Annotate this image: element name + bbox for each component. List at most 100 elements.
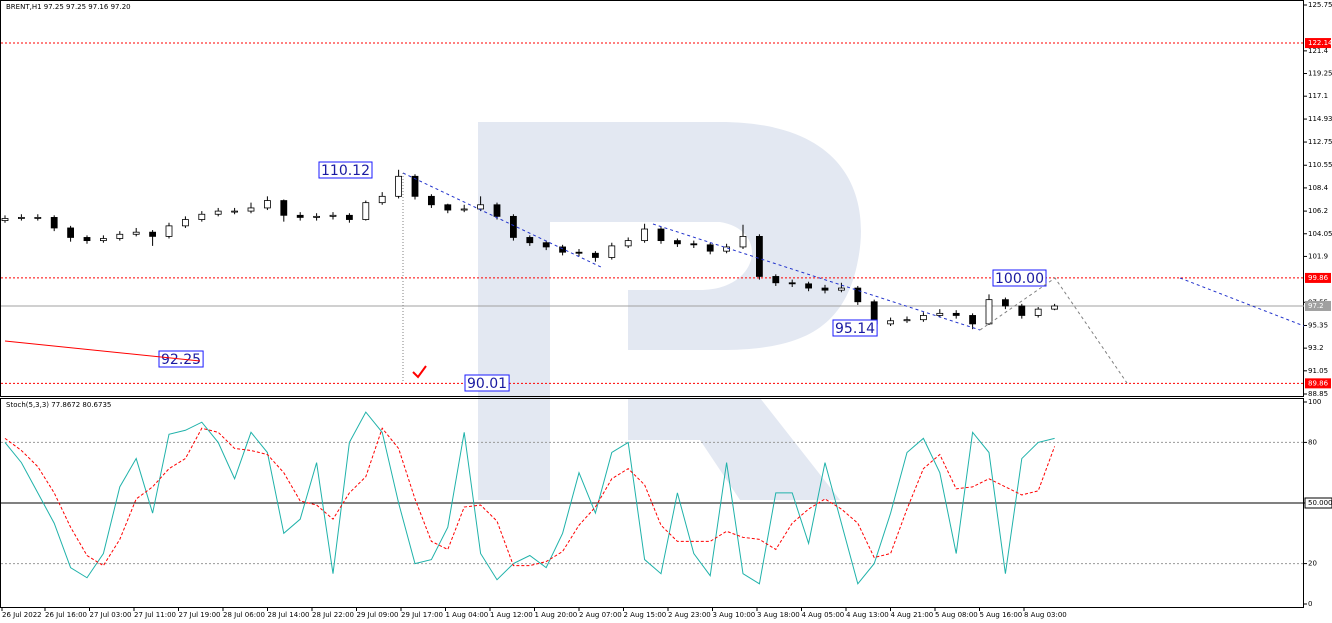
y-tick-label: 121.4 (1308, 47, 1329, 55)
candle-body (526, 237, 534, 244)
candle-body (296, 214, 304, 218)
x-tick-label: 26 Jul 16:00 (45, 611, 87, 619)
candle-body (952, 312, 960, 316)
y-tick-label: 114.93 (1308, 115, 1332, 123)
candle-body (411, 175, 419, 197)
candle-body (1002, 299, 1009, 307)
level-label-box (1305, 272, 1331, 283)
x-tick-label: 1 Aug 12:00 (490, 611, 533, 619)
x-tick-label: 3 Aug 10:00 (713, 611, 756, 619)
x-tick-label: 2 Aug 07:00 (579, 611, 622, 619)
annotation-box (464, 374, 510, 392)
candle-body (887, 320, 894, 325)
x-tick-label: 28 Jul 22:00 (312, 611, 354, 619)
candle-body (395, 175, 403, 197)
level-label-box (1305, 38, 1331, 49)
x-tick-label: 5 Aug 08:00 (935, 611, 978, 619)
candle-body (657, 228, 665, 242)
annotation: 90.01 (467, 376, 507, 392)
level-label-box (1305, 378, 1331, 389)
candle-body (739, 235, 747, 248)
candle-body (427, 195, 435, 206)
y-tick-label: 50.0000 (1308, 499, 1332, 507)
chart-title: BRENT,H1 97.25 97.25 97.16 97.20 (6, 3, 131, 11)
candle-body (231, 210, 239, 213)
annotation: 92.25 (161, 352, 201, 368)
candle-body (460, 208, 468, 211)
candle-body (100, 238, 107, 242)
candle-body (608, 245, 616, 258)
candle-body (477, 204, 485, 210)
y-tick-label: 80 (1308, 438, 1317, 446)
annotation-box (318, 161, 373, 179)
indicator-line (4, 427, 1056, 567)
x-tick-label: 27 Jul 11:00 (134, 611, 176, 619)
y-tick-label: 117.1 (1308, 92, 1328, 100)
candle-body (165, 225, 173, 237)
candle-body (149, 231, 157, 237)
candle-body (378, 195, 386, 204)
candle-body (854, 287, 862, 303)
x-tick-label: 8 Aug 03:00 (1024, 611, 1067, 619)
candle-body (985, 299, 993, 325)
candle-body (575, 251, 583, 254)
candle-body (805, 283, 812, 289)
indicator-line (4, 411, 1055, 585)
candle-body (198, 213, 206, 220)
x-tick-label: 1 Aug 20:00 (535, 611, 578, 619)
candle-body (1, 218, 9, 221)
x-tick-label: 2 Aug 23:00 (668, 611, 711, 619)
annotation: 95.14 (835, 321, 875, 337)
watermark (478, 122, 861, 500)
candle-body (214, 210, 222, 215)
candle-body (772, 276, 780, 284)
candle-body (50, 217, 58, 229)
candle-body (247, 207, 255, 212)
candle-body (592, 252, 599, 258)
x-tick-label: 5 Aug 16:00 (980, 611, 1023, 619)
candle-body (559, 246, 566, 253)
candle-body (690, 243, 698, 246)
tick-label-box (1304, 497, 1332, 509)
candle-body (1034, 308, 1042, 316)
annotation-box (992, 269, 1047, 287)
candle-body (706, 244, 714, 252)
candle-body (17, 217, 25, 219)
candle-body (838, 287, 845, 291)
candle-body (345, 214, 353, 220)
candle-body (674, 240, 681, 245)
x-tick-label: 29 Jul 17:00 (401, 611, 443, 619)
candle-body (920, 315, 927, 321)
y-tick-label: 112.75 (1308, 138, 1332, 146)
y-tick-label: 100 (1308, 398, 1321, 406)
y-tick-label: 93.2 (1308, 344, 1324, 352)
y-tick-label: 110.55 (1308, 161, 1332, 169)
candle-body (821, 287, 829, 291)
candle-body (1018, 305, 1026, 316)
drawings (4, 172, 1305, 384)
candle-body (936, 312, 944, 316)
x-tick-label: 1 Aug 04:00 (446, 611, 489, 619)
x-tick-label: 28 Jul 06:00 (223, 611, 265, 619)
y-tick-label: 0 (1308, 600, 1312, 608)
candle-body (624, 240, 632, 247)
y-tick-label: 95.35 (1308, 321, 1328, 329)
candle-body (969, 315, 976, 325)
candle-body (788, 282, 796, 285)
candle-body (263, 200, 271, 209)
price-frame (0, 0, 1304, 397)
x-tick-label: 27 Jul 03:00 (90, 611, 132, 619)
y-tick-label: 88.85 (1308, 390, 1328, 398)
candle-body (1051, 305, 1058, 310)
y-tick-label: 125.75 (1308, 1, 1332, 9)
candle-body (493, 204, 501, 217)
annotation: 110.12 (321, 163, 370, 179)
x-tick-label: 3 Aug 18:00 (757, 611, 800, 619)
candle-body (132, 231, 140, 235)
candle-body (181, 219, 189, 227)
candle-body (116, 233, 124, 239)
y-tick-label: 106.2 (1308, 207, 1328, 215)
y-tick-label: 20 (1308, 560, 1317, 568)
